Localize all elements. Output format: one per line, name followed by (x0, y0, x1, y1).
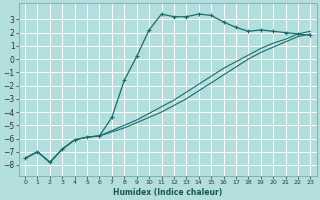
X-axis label: Humidex (Indice chaleur): Humidex (Indice chaleur) (113, 188, 222, 197)
